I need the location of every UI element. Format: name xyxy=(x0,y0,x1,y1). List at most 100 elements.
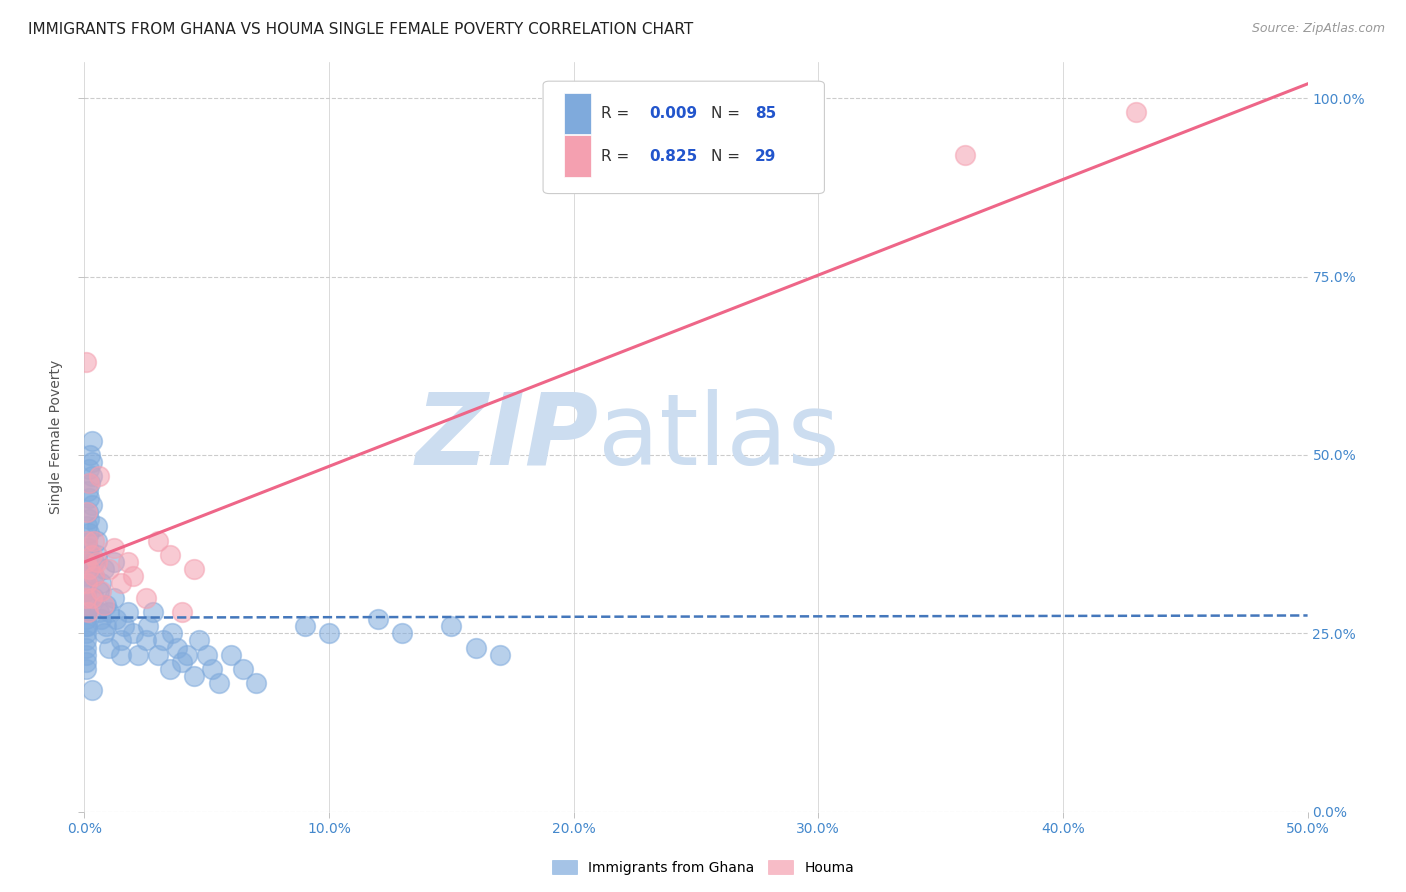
Point xyxy=(75,612,97,626)
Point xyxy=(86,519,108,533)
Point xyxy=(75,569,97,583)
Text: N =: N = xyxy=(710,106,745,121)
Point xyxy=(77,548,100,562)
Point xyxy=(166,640,188,655)
Point xyxy=(75,555,97,569)
Point xyxy=(80,498,103,512)
Point xyxy=(159,548,181,562)
Point xyxy=(90,612,112,626)
Point xyxy=(245,676,267,690)
Point xyxy=(146,648,169,662)
Point xyxy=(75,662,97,676)
Point xyxy=(318,626,340,640)
Text: R =: R = xyxy=(600,106,634,121)
Point xyxy=(76,519,98,533)
Point xyxy=(200,662,222,676)
FancyBboxPatch shape xyxy=(543,81,824,194)
Point xyxy=(152,633,174,648)
Point xyxy=(77,562,100,576)
Point xyxy=(1125,105,1147,120)
Point xyxy=(159,662,181,676)
Point xyxy=(103,591,125,605)
Point xyxy=(76,576,98,591)
Bar xyxy=(564,93,591,134)
Y-axis label: Single Female Poverty: Single Female Poverty xyxy=(49,360,63,514)
Point xyxy=(83,555,105,569)
Point xyxy=(77,476,100,491)
Point xyxy=(76,576,98,591)
Point xyxy=(75,648,97,662)
Point xyxy=(97,562,120,576)
Point xyxy=(83,569,105,583)
Point xyxy=(86,548,108,562)
Text: 0.825: 0.825 xyxy=(650,149,697,163)
Point xyxy=(294,619,316,633)
Point xyxy=(86,555,108,569)
Point xyxy=(79,448,101,462)
Point xyxy=(489,648,512,662)
Point xyxy=(142,605,165,619)
Point xyxy=(75,583,97,598)
Point xyxy=(122,626,145,640)
Point xyxy=(112,619,135,633)
Point xyxy=(135,633,157,648)
Point xyxy=(86,533,108,548)
Point xyxy=(110,633,132,648)
Point xyxy=(176,648,198,662)
Point xyxy=(77,491,100,505)
Point xyxy=(77,541,100,555)
Point xyxy=(75,633,97,648)
Point xyxy=(83,533,105,548)
Point xyxy=(219,648,242,662)
Point xyxy=(93,598,115,612)
Point xyxy=(75,591,97,605)
Point xyxy=(75,598,97,612)
Point xyxy=(75,555,97,569)
Point xyxy=(183,669,205,683)
Point xyxy=(90,583,112,598)
Point xyxy=(146,533,169,548)
Point xyxy=(183,562,205,576)
Text: R =: R = xyxy=(600,149,634,163)
Point xyxy=(195,648,218,662)
Point xyxy=(75,640,97,655)
Point xyxy=(77,483,100,498)
Point xyxy=(122,569,145,583)
Point xyxy=(87,583,110,598)
Point xyxy=(87,469,110,483)
Point xyxy=(75,619,97,633)
Point xyxy=(367,612,389,626)
Text: ZIP: ZIP xyxy=(415,389,598,485)
Point xyxy=(162,626,184,640)
Point xyxy=(117,555,139,569)
Text: atlas: atlas xyxy=(598,389,839,485)
Point xyxy=(90,576,112,591)
Point xyxy=(75,591,97,605)
Point xyxy=(77,512,100,526)
Point xyxy=(77,526,100,541)
Point xyxy=(77,462,100,476)
Point xyxy=(136,619,159,633)
Point xyxy=(80,683,103,698)
Point xyxy=(80,434,103,448)
Bar xyxy=(564,136,591,177)
Point xyxy=(75,626,97,640)
Point xyxy=(135,591,157,605)
Point xyxy=(96,619,118,633)
Point xyxy=(76,533,98,548)
Point xyxy=(208,676,231,690)
Point xyxy=(391,626,413,640)
Point xyxy=(80,469,103,483)
Point xyxy=(77,605,100,619)
Point xyxy=(75,605,97,619)
Point xyxy=(105,612,128,626)
Text: 0.009: 0.009 xyxy=(650,106,697,121)
Point xyxy=(172,655,194,669)
Text: 85: 85 xyxy=(755,106,776,121)
Point xyxy=(75,355,97,369)
Legend: Immigrants from Ghana, Houma: Immigrants from Ghana, Houma xyxy=(547,855,859,880)
Point xyxy=(97,605,120,619)
Point xyxy=(96,598,118,612)
Point xyxy=(93,562,115,576)
Point xyxy=(103,541,125,555)
